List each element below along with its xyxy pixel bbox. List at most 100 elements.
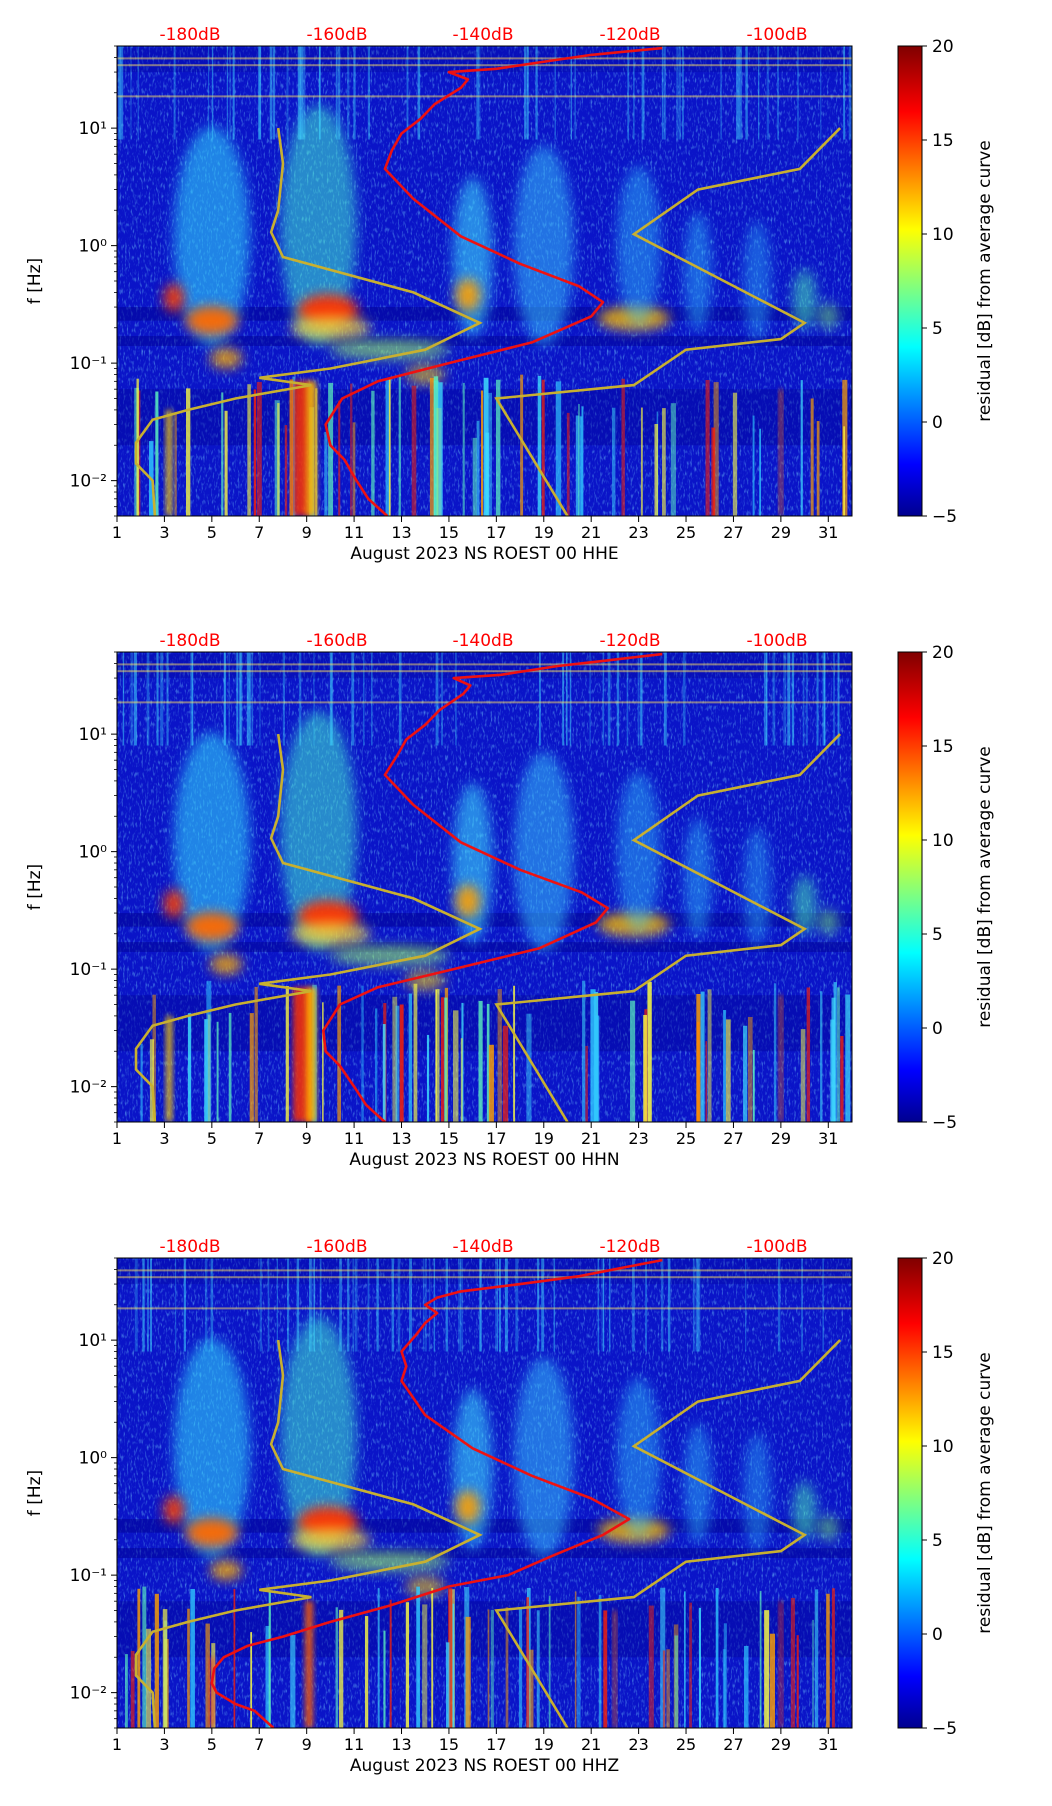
x-tick-label: 23 xyxy=(628,1129,648,1148)
hf-streak xyxy=(758,46,760,140)
top-db-label: -120dB xyxy=(599,1237,660,1257)
hf-streak xyxy=(527,46,529,140)
streak xyxy=(674,1635,679,1728)
hf-streak xyxy=(422,1258,425,1352)
top-db-label: -140dB xyxy=(452,25,513,45)
storm-plume xyxy=(616,165,661,326)
streak xyxy=(715,1587,719,1728)
top-db-label: -140dB xyxy=(452,1237,513,1257)
streak xyxy=(335,1607,339,1728)
noise-line xyxy=(117,57,852,60)
storm-plume xyxy=(210,1560,243,1581)
top-db-label: -120dB xyxy=(599,631,660,651)
streak xyxy=(429,377,435,516)
hf-streak xyxy=(122,652,125,746)
storm-plume xyxy=(818,302,839,331)
hf-streak xyxy=(664,46,666,140)
streak xyxy=(575,415,579,516)
streak xyxy=(796,1635,799,1728)
colorbar-tick-label: 20 xyxy=(932,643,954,663)
noise-model-curve xyxy=(494,1339,842,1728)
storm-plume xyxy=(683,817,712,938)
colorbar-tick-label: 10 xyxy=(932,831,954,851)
hf-streak xyxy=(766,652,768,746)
hf-streak xyxy=(286,1258,290,1352)
x-tick-label: 5 xyxy=(207,523,217,542)
streak xyxy=(520,374,524,516)
streak xyxy=(769,1633,776,1728)
streak xyxy=(268,1592,271,1728)
hf-streak xyxy=(130,46,132,140)
hf-streak xyxy=(146,652,150,746)
streak xyxy=(187,1608,190,1728)
streak xyxy=(689,1602,692,1728)
noise-model-curve xyxy=(134,1339,483,1728)
hf-streak xyxy=(476,46,479,140)
streak xyxy=(555,381,562,516)
streak xyxy=(707,989,712,1122)
hf-streak xyxy=(259,1258,262,1352)
colorbar-tick-label: −5 xyxy=(932,1719,957,1739)
top-db-label: -100dB xyxy=(746,25,807,45)
storm-plume xyxy=(616,1377,661,1538)
hf-streak xyxy=(822,652,826,746)
streak xyxy=(800,380,803,516)
storm-plume xyxy=(792,1481,817,1542)
streak xyxy=(389,1599,392,1728)
colorbar-tick-label: −5 xyxy=(932,507,957,527)
streak xyxy=(216,1021,219,1122)
hf-streak xyxy=(661,46,664,140)
y-tick-label: 10⁻¹ xyxy=(70,960,107,980)
colorbar-tick-label: 5 xyxy=(932,925,943,945)
y-tick-label: 10¹ xyxy=(79,725,107,745)
streak xyxy=(732,392,738,516)
streak xyxy=(277,403,280,516)
hf-streak xyxy=(777,1258,781,1352)
top-db-label: -160dB xyxy=(306,1237,367,1257)
streak xyxy=(416,1586,420,1728)
x-tick-label: 17 xyxy=(486,1735,506,1754)
colorbar-tick-label: 15 xyxy=(932,1343,954,1363)
colorbar xyxy=(897,651,923,1123)
hf-streak xyxy=(338,46,341,140)
hf-streak xyxy=(697,1258,701,1352)
dark-band xyxy=(117,654,852,679)
streak xyxy=(438,382,443,516)
x-tick-label: 7 xyxy=(254,1735,264,1754)
hf-streak xyxy=(331,652,334,746)
hf-streak xyxy=(478,46,481,140)
streak xyxy=(382,1024,386,1122)
streak xyxy=(526,1013,532,1122)
colorbar-tick-label: 0 xyxy=(932,413,943,433)
hf-streak xyxy=(208,46,210,140)
streak xyxy=(705,1041,708,1122)
streak xyxy=(497,989,502,1122)
streak xyxy=(705,379,710,516)
hf-streak xyxy=(150,1258,153,1352)
streak xyxy=(673,1624,679,1728)
x-tick-label: 17 xyxy=(486,1129,506,1148)
top-db-label: -100dB xyxy=(746,631,807,651)
storm-plume xyxy=(513,145,574,346)
hf-streak xyxy=(504,1258,508,1352)
hf-streak xyxy=(190,652,193,746)
x-tick-label: 27 xyxy=(723,1735,743,1754)
hf-streak xyxy=(823,652,826,746)
dark-band xyxy=(117,1548,852,1558)
hf-streak xyxy=(228,652,230,746)
streak xyxy=(462,382,465,516)
storm-plume xyxy=(290,1527,371,1552)
hf-streak xyxy=(224,652,227,746)
streak xyxy=(377,1588,380,1728)
streak xyxy=(831,997,836,1122)
streak xyxy=(453,1010,459,1122)
streak xyxy=(398,375,401,516)
hf-streak xyxy=(397,1258,401,1352)
streak xyxy=(250,1632,253,1728)
hf-streak xyxy=(823,652,826,746)
hf-streak xyxy=(329,652,333,746)
hf-streak xyxy=(276,1258,278,1352)
streak xyxy=(647,981,652,1122)
warm-streak xyxy=(166,1015,173,1122)
hf-streak xyxy=(309,1258,311,1352)
